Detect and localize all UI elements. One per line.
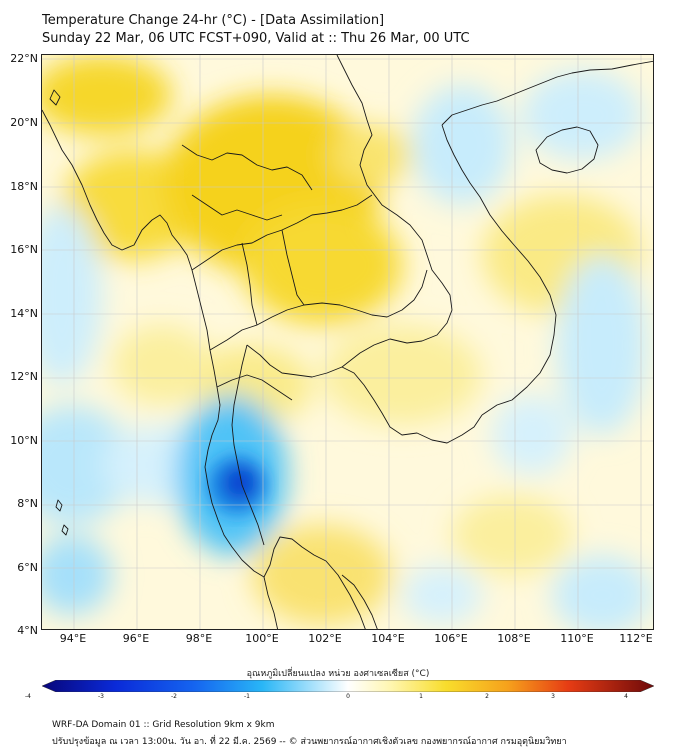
- colorbar-label: อุณหภูมิเปลี่ยนแปลง หน่วย องศาเซลเซียส (…: [246, 669, 430, 679]
- lon-tick-94: 94°E: [59, 632, 87, 645]
- temperature-change-map: [41, 54, 654, 630]
- lon-tick-106: 106°E: [434, 632, 468, 645]
- map-canvas: [42, 55, 653, 629]
- lon-tick-112: 112°E: [619, 632, 653, 645]
- title-line-2: Sunday 22 Mar, 06 UTC FCST+090, Valid at…: [42, 31, 470, 46]
- lon-tick-110: 110°E: [560, 632, 594, 645]
- lat-tick-6: 6°N: [17, 561, 38, 574]
- colorbar-tick-2: 2: [485, 693, 489, 700]
- lon-tick-98: 98°E: [185, 632, 213, 645]
- footer-model-info: WRF-DA Domain 01 :: Grid Resolution 9km …: [52, 720, 275, 730]
- lat-tick-4: 4°N: [17, 624, 38, 637]
- colorbar-tick-minus4: -4: [25, 693, 31, 700]
- temperature-field: [42, 55, 652, 629]
- lat-tick-16: 16°N: [10, 243, 38, 256]
- colorbar-tick-4: 4: [624, 693, 628, 700]
- lat-tick-12: 12°N: [10, 370, 38, 383]
- colorbar-tick-minus2: -2: [171, 693, 177, 700]
- colorbar-tick-minus3: -3: [98, 693, 104, 700]
- map-title: Temperature Change 24-hr (°C) - [Data As…: [42, 12, 470, 48]
- title-line-1: Temperature Change 24-hr (°C) - [Data As…: [42, 13, 385, 28]
- colorbar-tick-minus1: -1: [244, 693, 250, 700]
- coastlines: [42, 55, 653, 629]
- lon-tick-100: 100°E: [245, 632, 279, 645]
- lon-tick-102: 102°E: [308, 632, 342, 645]
- colorbar-tick-3: 3: [551, 693, 555, 700]
- colorbar-tick-1: 1: [419, 693, 423, 700]
- colorbar-tick-0: 0: [346, 693, 350, 700]
- lon-tick-108: 108°E: [497, 632, 531, 645]
- lon-tick-96: 96°E: [122, 632, 150, 645]
- lat-tick-14: 14°N: [10, 307, 38, 320]
- colorbar: [42, 680, 654, 692]
- lon-tick-104: 104°E: [371, 632, 405, 645]
- graticule: [42, 55, 653, 629]
- lat-tick-8: 8°N: [17, 497, 38, 510]
- footer-credit: ปรับปรุงข้อมูล ณ เวลา 13:00น. วัน อา. ที…: [52, 737, 567, 747]
- lat-tick-20: 20°N: [10, 116, 38, 129]
- lat-tick-18: 18°N: [10, 180, 38, 193]
- lat-tick-10: 10°N: [10, 434, 38, 447]
- lat-tick-22: 22°N: [10, 52, 38, 65]
